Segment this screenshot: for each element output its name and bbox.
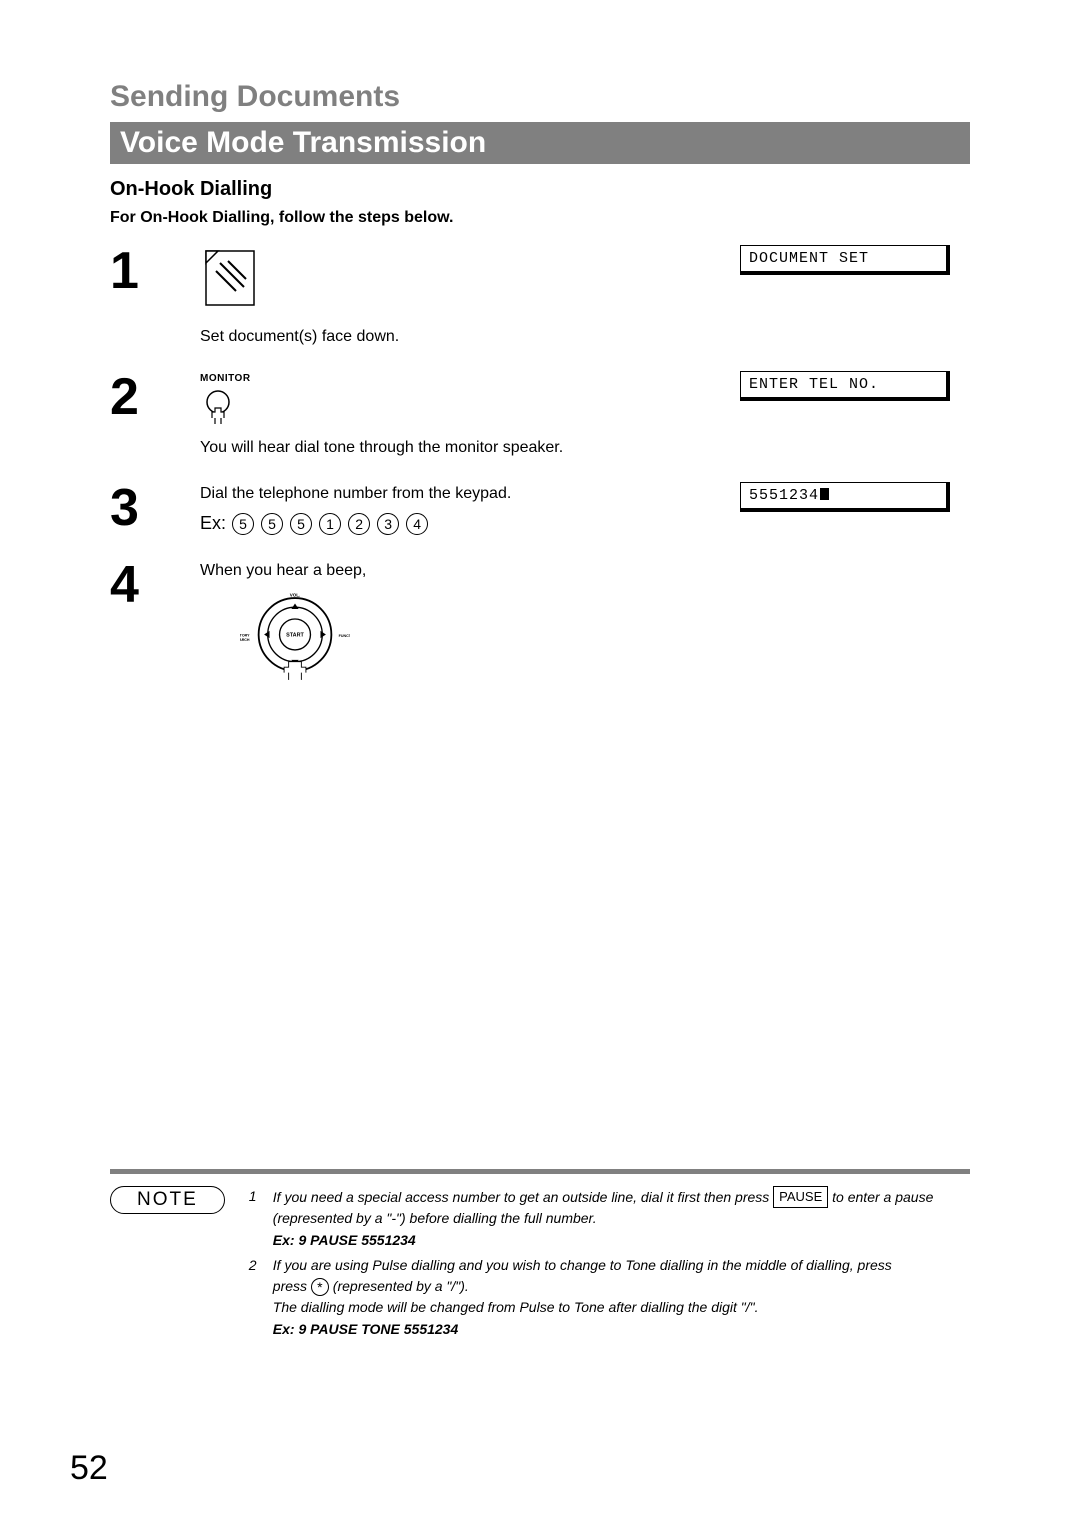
svg-text:DIRECTORY: DIRECTORY [240, 633, 250, 637]
monitor-label: MONITOR [200, 371, 720, 386]
note-label: NOTE [110, 1186, 225, 1214]
note-example: Ex: 9 PAUSE TONE 5551234 [273, 1319, 970, 1340]
step-number: 3 [110, 482, 180, 534]
note-example: Ex: 9 PAUSE 5551234 [273, 1230, 970, 1251]
document-facedown-icon [200, 245, 260, 319]
note-body: 1 If you need a special access number to… [249, 1186, 970, 1344]
dial-center-label: START [286, 632, 304, 638]
keypad-digit: 5 [261, 513, 283, 535]
keypad-digit: 5 [290, 513, 312, 535]
intro-text: For On-Hook Dialling, follow the steps b… [110, 209, 970, 227]
display-text: DOCUMENT SET [740, 245, 950, 275]
section-rule [110, 1169, 970, 1174]
note-item: 1 If you need a special access number to… [249, 1186, 970, 1251]
note-number: 2 [249, 1255, 263, 1340]
monitor-button-icon: MONITOR [200, 371, 720, 430]
note-text: If you need a special access number to g… [273, 1186, 970, 1251]
note-text: If you are using Pulse dialling and you … [273, 1255, 970, 1340]
display-text: ENTER TEL NO. [740, 371, 950, 401]
note-number: 1 [249, 1186, 263, 1251]
pause-key-icon: PAUSE [773, 1186, 828, 1208]
step-number: 4 [110, 559, 180, 611]
svg-text:VOL.: VOL. [290, 592, 301, 597]
lcd-display: 5551234 [740, 482, 970, 512]
step-body: Dial the telephone number from the keypa… [200, 482, 720, 537]
page-number: 52 [70, 1449, 108, 1488]
step-number: 1 [110, 245, 180, 297]
note-block: NOTE 1 If you need a special access numb… [110, 1186, 970, 1344]
cursor-icon [820, 488, 829, 500]
star-key-icon: * [311, 1278, 329, 1296]
subsection-title: On-Hook Dialling [110, 178, 970, 201]
lcd-display: ENTER TEL NO. [740, 371, 970, 401]
svg-text:FUNCTION: FUNCTION [339, 634, 350, 638]
svg-text:SEARCH: SEARCH [240, 638, 250, 642]
step-body: Set document(s) face down. [200, 245, 720, 349]
keypad-digit: 5 [232, 513, 254, 535]
section-title-bar: Voice Mode Transmission [110, 122, 970, 164]
display-text: 5551234 [740, 482, 950, 512]
chapter-title: Sending Documents [110, 80, 970, 114]
step-text: Dial the telephone number from the keypa… [200, 482, 720, 506]
steps-grid: 1 Set document(s) face down. DOCUMENT SE… [110, 245, 970, 689]
step-text: You will hear dial tone through the moni… [200, 436, 720, 460]
example-line: Ex: 5 5 5 1 2 3 4 [200, 510, 720, 537]
ex-prefix: Ex: [200, 513, 226, 533]
step-number: 2 [110, 371, 180, 423]
keypad-digit: 1 [319, 513, 341, 535]
step-text: Set document(s) face down. [200, 325, 720, 349]
step-body: When you hear a beep, START VOL. DIRECTO… [200, 559, 720, 689]
manual-page: Sending Documents Voice Mode Transmissio… [0, 0, 1080, 1528]
step-text: When you hear a beep, [200, 559, 720, 583]
note-item: 2 If you are using Pulse dialling and yo… [249, 1255, 970, 1340]
lcd-display: DOCUMENT SET [740, 245, 970, 275]
keypad-digit: 2 [348, 513, 370, 535]
keypad-digit: 3 [377, 513, 399, 535]
step-body: MONITOR You will hear dial tone through … [200, 371, 720, 460]
start-dial-icon: START VOL. DIRECTORY SEARCH FUNCTION [240, 589, 350, 689]
keypad-digit: 4 [406, 513, 428, 535]
